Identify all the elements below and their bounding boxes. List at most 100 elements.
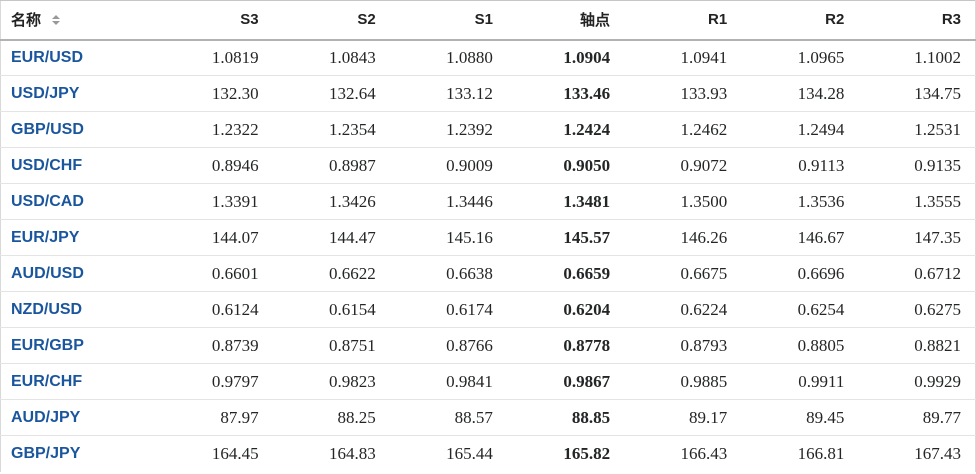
value-cell: 166.81 [741, 435, 859, 472]
value-cell: 134.28 [741, 75, 859, 112]
value-cell: 0.9841 [389, 363, 507, 400]
value-cell: 1.3391 [155, 183, 273, 220]
value-cell: 1.3426 [272, 183, 390, 220]
pivot-value-cell: 1.3481 [506, 183, 625, 220]
value-cell: 1.2322 [155, 111, 273, 148]
value-cell: 1.2494 [741, 111, 859, 148]
value-cell: 145.16 [389, 219, 507, 256]
value-cell: 147.35 [858, 219, 976, 256]
value-cell: 0.9113 [741, 147, 859, 184]
column-header-name-label: 名称 [11, 12, 42, 30]
pivot-value-cell: 165.82 [506, 435, 625, 472]
value-cell: 133.12 [389, 75, 507, 112]
value-cell: 132.64 [272, 75, 390, 112]
value-cell: 0.8805 [741, 327, 859, 364]
value-cell: 0.9885 [624, 363, 742, 400]
value-cell: 167.43 [858, 435, 976, 472]
value-cell: 0.8739 [155, 327, 273, 364]
value-cell: 0.8946 [155, 147, 273, 184]
column-header-pivot: 轴点 [506, 0, 625, 41]
value-cell: 88.57 [389, 399, 507, 436]
value-cell: 133.93 [624, 75, 742, 112]
header-row: 名称 S3 S2 S1 轴点 R1 R2 R3 [0, 0, 976, 41]
pair-link[interactable]: GBP/USD [11, 120, 84, 138]
pair-link[interactable]: EUR/JPY [11, 228, 80, 246]
value-cell: 1.0965 [797, 47, 845, 67]
value-cell: 1.3536 [741, 183, 859, 220]
pivot-value-cell: 1.2424 [506, 111, 625, 148]
pair-link[interactable]: USD/CHF [11, 156, 83, 174]
value-cell: 164.45 [155, 435, 273, 472]
value-cell: 89.77 [858, 399, 976, 436]
pair-link[interactable]: GBP/JPY [11, 444, 81, 462]
value-cell: 89.17 [624, 399, 742, 436]
sort-arrows-icon [52, 15, 61, 26]
column-header-s3: S3 [155, 0, 273, 41]
table-row: EUR/USD 1.0819 1.0843 1.0880 1.0904 1.0941 1.0… [1, 40, 976, 76]
value-cell: 1.0941 [680, 47, 728, 67]
pivot-value-cell: 0.6659 [506, 255, 625, 292]
value-cell: 0.8766 [389, 327, 507, 364]
pivot-value-cell: 0.9867 [506, 363, 625, 400]
table-row: GBP/JPY 164.45 164.83 165.44 165.82 166.43 166… [0, 435, 976, 472]
value-cell: 0.6174 [389, 291, 507, 328]
value-cell: 144.07 [155, 219, 273, 256]
pair-link[interactable]: EUR/USD [11, 48, 84, 66]
value-cell: 146.26 [624, 219, 742, 256]
value-cell: 1.3446 [389, 183, 507, 220]
value-cell: 166.43 [624, 435, 742, 472]
pair-cell: AUD/JPY [0, 399, 156, 436]
table-row: EUR/GBP 0.8739 0.8751 0.8766 0.8778 0.8793 0.8… [0, 327, 976, 364]
pivot-value-cell: 0.6204 [506, 291, 625, 328]
value-cell: 0.9072 [624, 147, 742, 184]
value-cell: 0.6675 [624, 255, 742, 292]
pivot-value-cell: 0.9050 [506, 147, 625, 184]
value-cell: 146.67 [741, 219, 859, 256]
pair-cell: EUR/JPY [0, 219, 156, 256]
value-cell: 0.6124 [155, 291, 273, 328]
value-cell: 0.8793 [624, 327, 742, 364]
table-row: AUD/JPY 87.97 88.25 88.57 88.85 89.17 89.45 89.… [0, 399, 976, 436]
value-cell: 0.6254 [741, 291, 859, 328]
pair-cell: USD/CAD [0, 183, 156, 220]
value-cell: 0.9911 [741, 363, 859, 400]
value-cell: 0.9929 [858, 363, 976, 400]
table-row: EUR/JPY 144.07 144.47 145.16 145.57 146.26 146… [0, 219, 976, 256]
table-row: AUD/USD 0.6601 0.6622 0.6638 0.6659 0.6675 0.6… [0, 255, 976, 292]
pair-link[interactable]: EUR/GBP [11, 336, 84, 354]
pair-cell: EUR/USD [1, 40, 156, 76]
pair-link[interactable]: AUD/JPY [11, 408, 81, 426]
value-cell: 0.6712 [858, 255, 976, 292]
value-cell: 0.6638 [389, 255, 507, 292]
value-cell: 0.6696 [741, 255, 859, 292]
pair-cell: EUR/GBP [0, 327, 156, 364]
value-cell: 1.0880 [446, 47, 493, 67]
value-cell: 88.25 [272, 399, 390, 436]
value-cell: 1.0819 [211, 47, 259, 67]
table-row: USD/CAD 1.3391 1.3426 1.3446 1.3481 1.3500 1.3… [0, 183, 976, 220]
value-cell: 0.8987 [272, 147, 390, 184]
value-cell: 1.0843 [329, 47, 376, 67]
table-row: USD/CHF 0.8946 0.8987 0.9009 0.9050 0.9072 0.9… [0, 147, 976, 184]
value-cell: 0.6224 [624, 291, 742, 328]
pair-link[interactable]: NZD/USD [11, 300, 83, 318]
pivot-value-cell: 1.0904 [563, 47, 611, 67]
value-cell: 0.6622 [272, 255, 390, 292]
table-row: USD/JPY 132.30 132.64 133.12 133.46 133.93 134… [0, 75, 976, 112]
column-header-name[interactable]: 名称 [0, 0, 156, 41]
value-cell: 165.44 [389, 435, 507, 472]
pivot-value-cell: 133.46 [506, 75, 625, 112]
value-cell: 1.2392 [389, 111, 507, 148]
value-cell: 89.45 [741, 399, 859, 436]
column-header-s1: S1 [389, 0, 507, 41]
value-cell: 1.3555 [858, 183, 976, 220]
value-cell: 0.6275 [858, 291, 976, 328]
pair-link[interactable]: EUR/CHF [11, 372, 83, 390]
column-header-r2: R2 [741, 0, 859, 41]
pair-link[interactable]: AUD/USD [11, 264, 84, 282]
pair-link[interactable]: USD/JPY [11, 84, 80, 102]
pair-link[interactable]: USD/CAD [11, 192, 84, 210]
value-cell: 0.8821 [858, 327, 976, 364]
value-cell: 164.83 [272, 435, 390, 472]
